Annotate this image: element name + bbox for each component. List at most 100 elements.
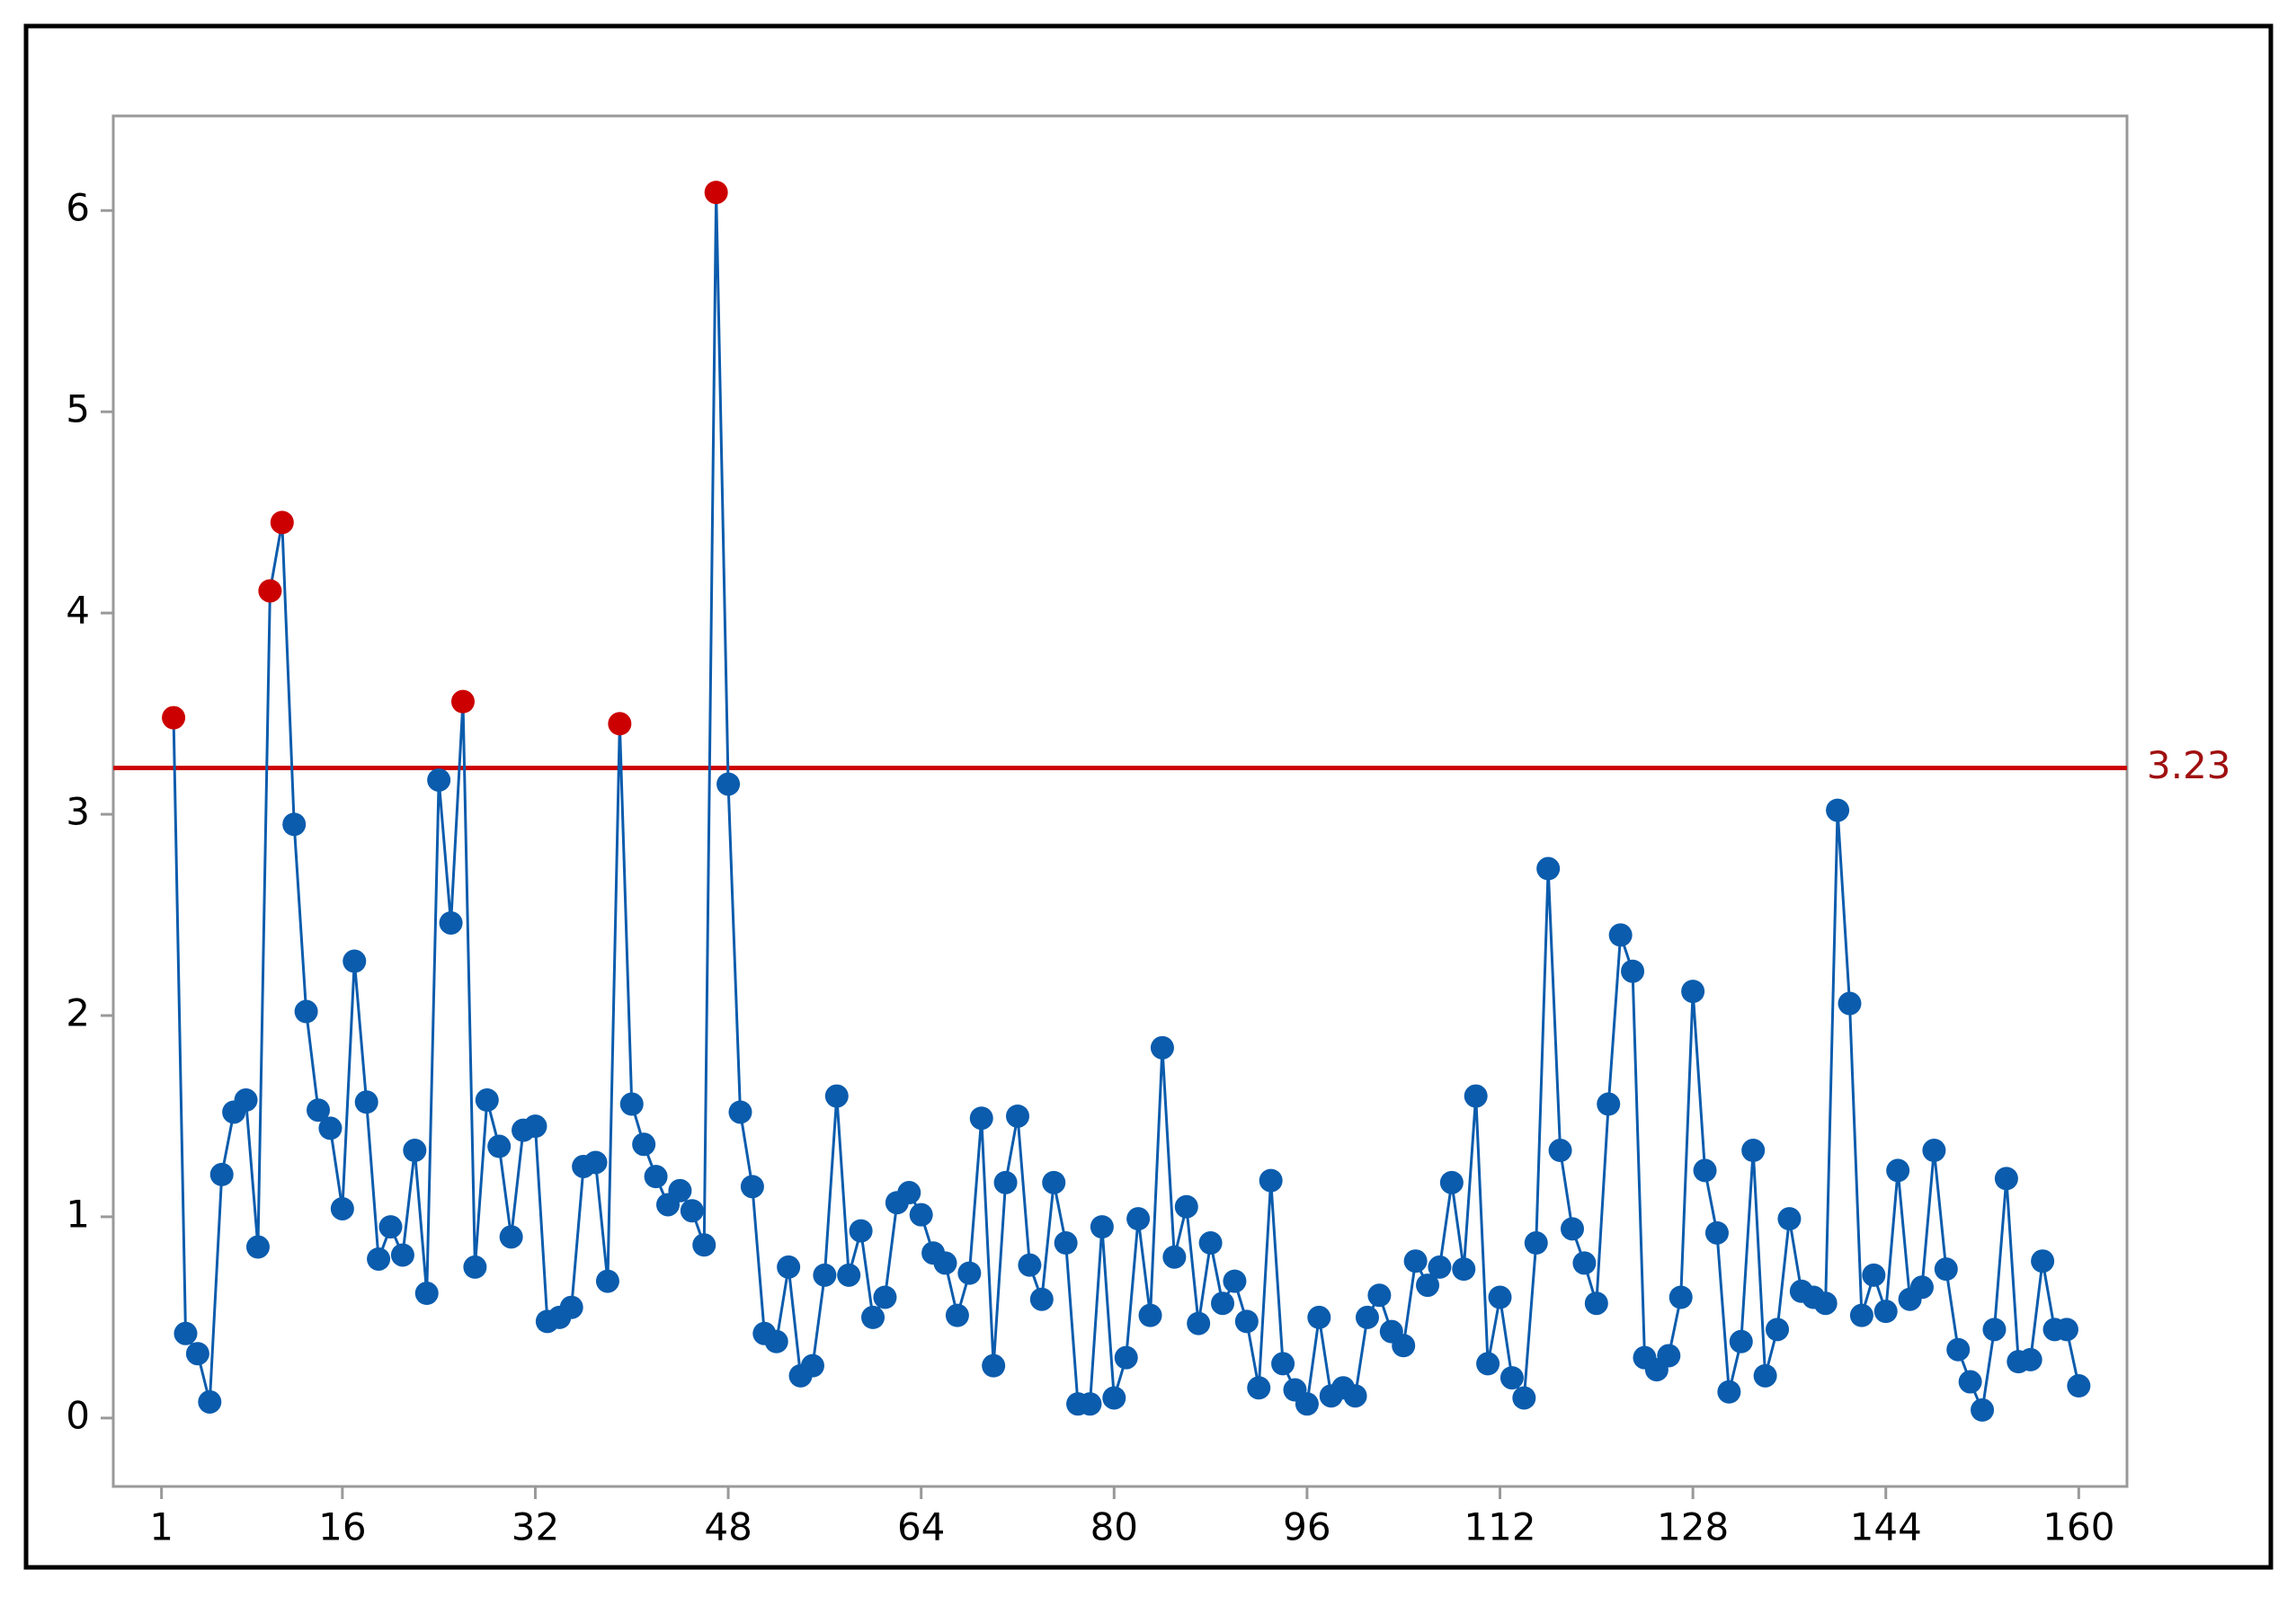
x-tick-label: 96 <box>1283 1505 1330 1549</box>
data-point <box>390 1243 414 1267</box>
control-limit-label: 3.23 <box>2147 743 2231 787</box>
data-point <box>403 1139 427 1163</box>
data-point <box>1922 1139 1946 1163</box>
data-point <box>933 1251 957 1275</box>
outer-frame <box>23 23 2274 1570</box>
data-point <box>1560 1217 1584 1241</box>
data-point <box>861 1305 885 1329</box>
data-point <box>1307 1305 1331 1329</box>
data-point <box>439 910 463 935</box>
data-point <box>354 1090 378 1114</box>
y-tick-label: 1 <box>66 1192 90 1236</box>
data-point <box>777 1255 801 1279</box>
data-point <box>1211 1291 1235 1316</box>
data-point <box>632 1132 656 1157</box>
data-point <box>1862 1263 1886 1287</box>
data-point <box>1367 1283 1392 1308</box>
data-point <box>1741 1139 1766 1163</box>
data-point <box>1150 1035 1174 1060</box>
data-point <box>957 1261 982 1285</box>
x-tick-label: 112 <box>1464 1505 1535 1549</box>
data-point <box>209 1162 234 1186</box>
data-point <box>1355 1305 1379 1329</box>
data-point <box>1838 991 1862 1016</box>
data-point <box>1597 1092 1621 1116</box>
x-tick-label: 160 <box>2042 1505 2114 1549</box>
data-point <box>2067 1374 2091 1398</box>
data-point <box>318 1116 343 1140</box>
x-tick-label: 48 <box>704 1505 752 1549</box>
data-point <box>1572 1251 1597 1275</box>
y-tick-label: 0 <box>66 1393 90 1437</box>
data-point <box>897 1181 921 1205</box>
data-point <box>1681 980 1705 1004</box>
x-tick-label: 80 <box>1090 1505 1138 1549</box>
plot-frame <box>111 114 2129 1488</box>
data-point <box>644 1165 668 1189</box>
data-point <box>1971 1397 1995 1422</box>
y-tick-label: 6 <box>66 186 90 230</box>
data-point <box>1403 1249 1428 1273</box>
data-point <box>993 1170 1018 1194</box>
x-tick-label: 1 <box>149 1505 174 1549</box>
data-point <box>1500 1366 1524 1390</box>
data-point <box>1126 1207 1151 1231</box>
data-point <box>1621 959 1645 983</box>
x-tick-label: 32 <box>512 1505 559 1549</box>
data-point <box>330 1196 354 1220</box>
data-point <box>487 1134 512 1158</box>
data-point <box>2031 1249 2055 1273</box>
data-point <box>1223 1269 1247 1293</box>
data-point <box>475 1088 499 1113</box>
data-point <box>1886 1158 1910 1183</box>
data-point <box>1873 1300 1898 1324</box>
data-point <box>414 1282 439 1306</box>
data-point <box>619 1092 644 1116</box>
data-point <box>1187 1311 1211 1335</box>
data-point <box>1198 1231 1223 1256</box>
data-point <box>873 1285 897 1309</box>
data-point <box>909 1202 933 1227</box>
data-point <box>1584 1291 1608 1316</box>
data-point <box>1958 1370 1982 1394</box>
data-point <box>945 1303 969 1327</box>
data-point <box>1717 1380 1741 1404</box>
y-tick-label: 4 <box>66 589 90 633</box>
data-point <box>1536 856 1561 881</box>
data-point <box>307 1098 331 1122</box>
out-of-control-point <box>270 510 294 535</box>
x-tick-label: 16 <box>318 1505 366 1549</box>
data-point <box>982 1353 1006 1378</box>
data-point <box>728 1100 752 1124</box>
data-point <box>1608 923 1633 947</box>
data-point <box>1005 1104 1029 1128</box>
data-point <box>1452 1257 1476 1282</box>
data-point <box>1295 1392 1319 1416</box>
y-tick-label: 3 <box>66 790 90 834</box>
data-point <box>1826 798 1850 822</box>
out-of-control-point <box>608 712 632 736</box>
out-of-control-point <box>162 705 186 730</box>
data-point <box>837 1263 861 1287</box>
data-point <box>2018 1347 2042 1371</box>
data-point <box>1439 1170 1464 1194</box>
data-point <box>2054 1318 2078 1342</box>
data-point <box>499 1225 523 1249</box>
data-point <box>1777 1207 1802 1231</box>
data-point <box>1392 1334 1416 1358</box>
data-point <box>1994 1167 2018 1191</box>
data-point <box>668 1178 692 1202</box>
data-point <box>1704 1220 1729 1245</box>
data-point <box>282 812 307 837</box>
x-tick-label: 128 <box>1657 1505 1729 1549</box>
data-point <box>245 1235 270 1259</box>
data-point <box>367 1247 391 1271</box>
data-point <box>764 1329 788 1353</box>
data-point <box>1018 1253 1042 1277</box>
data-point <box>1729 1329 1753 1353</box>
data-point <box>1343 1384 1367 1408</box>
data-point <box>1766 1318 1790 1342</box>
data-point <box>1657 1344 1681 1368</box>
data-point <box>1416 1273 1440 1298</box>
